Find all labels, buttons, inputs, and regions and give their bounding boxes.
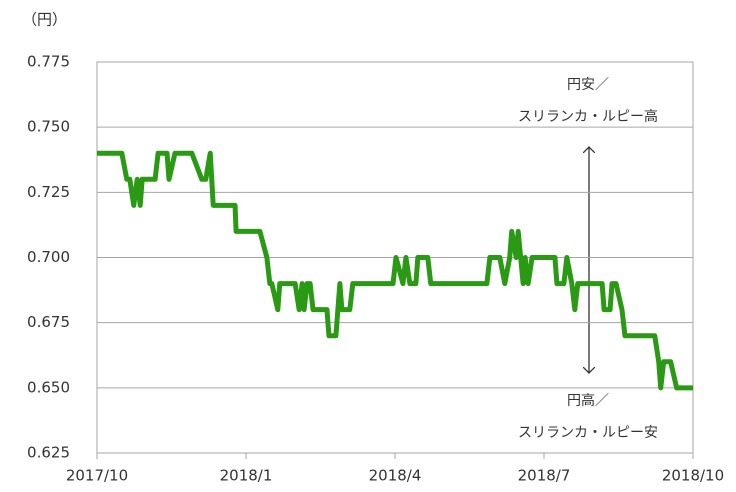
annotation: 円高／	[567, 392, 609, 409]
x-tick-label: 2018/1	[220, 467, 273, 485]
y-tick-label: 0.625	[27, 444, 70, 462]
y-tick-label: 0.650	[27, 378, 70, 396]
y-tick-label: 0.725	[27, 183, 70, 201]
annotation: 円安／	[567, 77, 609, 93]
y-tick-label: 0.675	[27, 313, 70, 331]
y-tick-label: 0.700	[27, 248, 70, 266]
x-tick-label: 2018/7	[518, 467, 571, 485]
y-tick-label: 0.750	[27, 118, 70, 136]
plot-frame	[96, 61, 694, 454]
line	[97, 150, 693, 391]
annotation: スリランカ・ルピー安	[518, 425, 658, 441]
y-tick-label: 0.775	[27, 53, 70, 71]
x-tick-label: 2017/10	[66, 467, 128, 485]
unit-label: （円）	[22, 11, 67, 29]
x-tick-label: 2018/10	[662, 467, 724, 485]
annotation: スリランカ・ルピー高	[518, 108, 658, 125]
x-tick-label: 2018/4	[369, 467, 422, 485]
